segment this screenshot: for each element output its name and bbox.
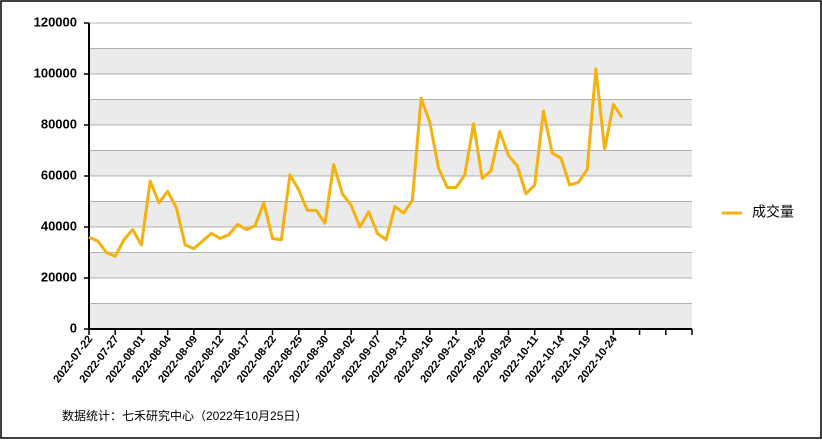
grid-band [89,150,692,176]
y-tick-label: 100000 [34,65,77,80]
y-tick-label: 40000 [41,218,77,233]
grid-band [89,252,692,278]
y-tick-label: 120000 [34,14,77,29]
y-tick-label: 80000 [41,116,77,131]
grid-band [89,303,692,329]
series-line [88,67,624,258]
grid-band [89,48,692,74]
legend-label: 成交量 [752,204,794,220]
y-tick-label: 20000 [41,269,77,284]
y-tick-label: 0 [70,320,77,335]
y-tick-label: 60000 [41,167,77,182]
source-note: 数据统计：七禾研究中心（2022年10月25日） [62,408,307,423]
